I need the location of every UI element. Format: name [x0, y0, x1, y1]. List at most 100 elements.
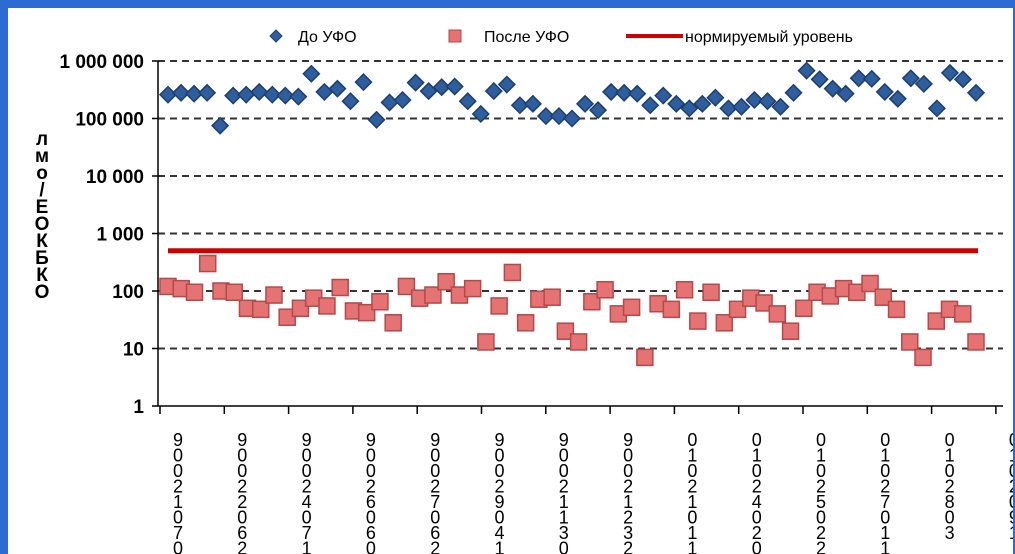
data-point-before [927, 99, 946, 118]
data-point-after [185, 283, 204, 302]
y-tick-labels: 1 10 100 1 000 10 000 100 000 1 000 000 [59, 52, 144, 418]
data-point-after [662, 300, 681, 319]
data-point-before [654, 86, 673, 105]
data-point-after [861, 274, 879, 293]
data-point-before [341, 92, 360, 111]
data-point-before [289, 87, 308, 106]
data-point-after [795, 299, 813, 318]
data-point-before [158, 85, 178, 104]
data-point-after [477, 333, 495, 351]
legend: До УФО После УФО нормируемый уровень [269, 29, 853, 46]
data-point-before [641, 96, 660, 115]
data-point-after [927, 312, 946, 330]
data-point-before [914, 74, 933, 93]
data-point-before [575, 94, 595, 113]
legend-marker-before [269, 29, 283, 43]
data-point-after [954, 305, 972, 323]
data-point-after [596, 281, 614, 299]
data-point-after [967, 333, 985, 351]
data-point-before [953, 70, 973, 89]
data-point-before [211, 116, 230, 135]
data-point-after [702, 283, 720, 302]
data-point-before [185, 84, 204, 103]
data-point-after [278, 308, 296, 326]
data-point-after [198, 254, 217, 273]
data-point-before [276, 86, 295, 105]
data-point-before [562, 109, 582, 128]
data-point-before [667, 94, 686, 113]
data-point-after [848, 283, 866, 302]
data-point-after [901, 333, 919, 351]
data-point-before [380, 93, 399, 112]
data-point-before [328, 79, 347, 98]
data-point-after [689, 312, 707, 330]
data-point-after [516, 314, 535, 332]
y-axis-title: л м о / Е О К Б К О [35, 129, 50, 303]
data-point-before [602, 82, 621, 101]
data-point-after [583, 293, 601, 311]
data-point-after [569, 333, 588, 351]
data-point-after [331, 278, 349, 297]
y-tick-label: 1 [133, 397, 144, 418]
data-point-before [680, 99, 699, 118]
data-point-before [901, 69, 920, 88]
data-point-before [875, 82, 894, 101]
data-point-after [251, 300, 270, 319]
data-point-before [250, 82, 269, 101]
y-tick-label: 100 000 [75, 110, 144, 131]
data-point-before [549, 107, 569, 126]
data-point-before [758, 92, 777, 111]
data-point-after [781, 322, 800, 340]
legend-label-norm: нормируемый уровень [685, 29, 853, 46]
y-axis-label: л м о / Е О К Б К О [35, 129, 50, 303]
x-tick-label: 0102091 [1009, 430, 1013, 543]
data-point-before [302, 64, 321, 83]
data-point-before [693, 94, 712, 113]
data-point-after [874, 288, 893, 306]
data-point-before [862, 69, 881, 88]
y-tick-label: 1 000 [96, 225, 144, 246]
data-point-before [706, 88, 725, 107]
data-point-before [224, 86, 243, 105]
data-point-after [728, 300, 747, 319]
data-point-before [797, 61, 816, 80]
data-point-before [589, 101, 608, 120]
data-point-after [265, 286, 283, 304]
data-point-after [755, 294, 773, 312]
series-before-layer [158, 61, 986, 135]
series-after-layer [159, 254, 985, 367]
data-point-after [357, 303, 376, 322]
data-point-before [198, 83, 217, 102]
data-point-after [291, 299, 310, 318]
legend-marker-after [448, 29, 462, 43]
data-point-after [768, 305, 787, 323]
data-point-after [543, 288, 561, 306]
data-point-after [622, 298, 641, 317]
data-point-before [445, 77, 464, 96]
data-point-after [463, 279, 482, 298]
data-point-after [384, 314, 402, 332]
data-point-before [536, 107, 555, 126]
data-point-after [424, 286, 442, 304]
data-point-before [432, 78, 451, 97]
axis-layer [152, 60, 1003, 414]
data-point-before [966, 83, 986, 102]
data-point-before [406, 73, 425, 92]
data-point-after [318, 297, 336, 315]
data-point-before [458, 92, 477, 111]
data-point-after [437, 272, 455, 291]
data-point-after [556, 322, 575, 340]
data-point-before [823, 79, 842, 98]
data-point-before [836, 84, 855, 103]
data-point-before [745, 90, 764, 110]
